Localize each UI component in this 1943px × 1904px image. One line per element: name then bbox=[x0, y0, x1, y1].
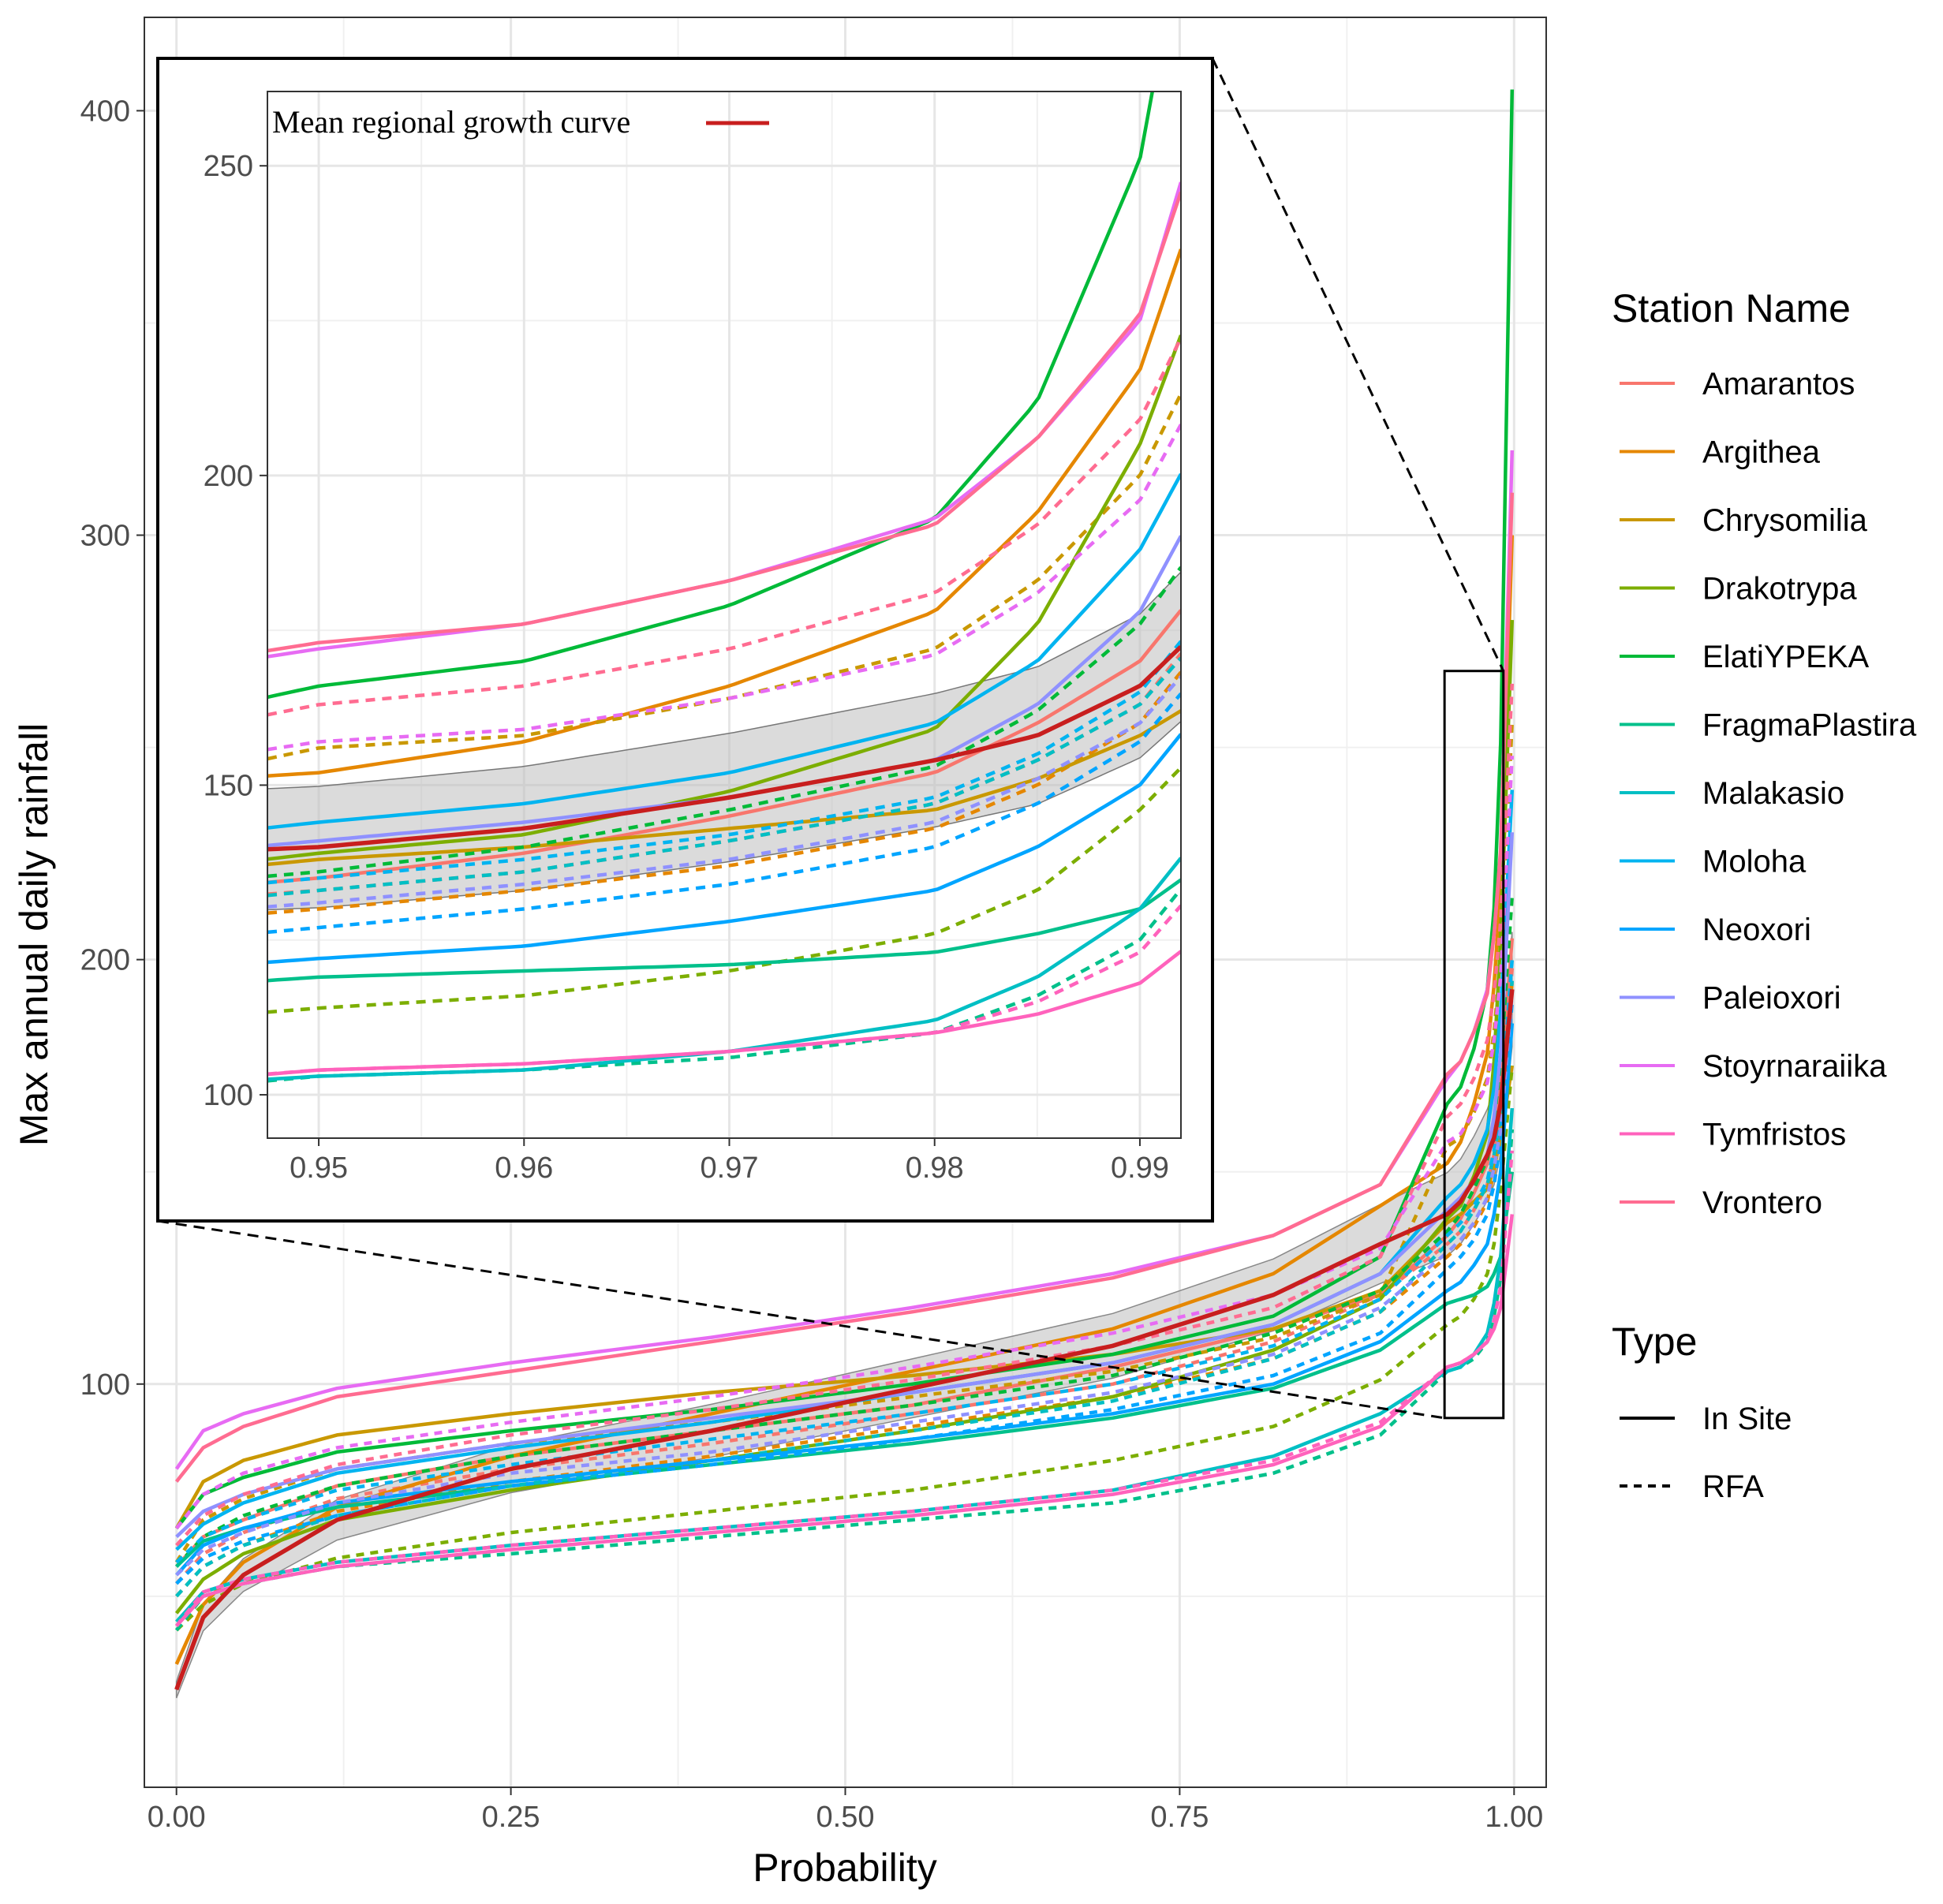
inset-series-line-drakotrypa-in-site bbox=[267, 334, 1181, 861]
legend-label: Malakasio bbox=[1702, 776, 1844, 811]
legend-station-entries: Amarantos Argithea Chrysomilia Drakotrypa El… bbox=[1620, 367, 1917, 1220]
zoom-indicator bbox=[157, 58, 1505, 1420]
inset-y-tick-label: 150 bbox=[204, 769, 253, 802]
series-line-neoxori-rfa bbox=[175, 1002, 1515, 1585]
x-axis-title: Probability bbox=[753, 1846, 936, 1890]
inset-series-line-malakasio-rfa bbox=[267, 656, 1181, 898]
inset-series-line-drakotrypa-rfa bbox=[267, 766, 1181, 1014]
inset-regional-growth-curve bbox=[267, 644, 1181, 852]
legend-item-stoyrnaraiika: Stoyrnaraiika bbox=[1620, 1049, 1887, 1084]
series-line-tymfristos-in-site bbox=[175, 1214, 1515, 1627]
legend-type-title: Type bbox=[1612, 1320, 1697, 1364]
main-y-tick-label: 300 bbox=[80, 520, 130, 553]
inset-series-line-elatiypeka-in-site bbox=[267, 91, 1155, 700]
inset-y-tick-label: 250 bbox=[204, 150, 253, 183]
zoom-box bbox=[1443, 670, 1505, 1420]
inset-y-axis: 100 150 200 250 bbox=[204, 150, 267, 1112]
inset-series-lines bbox=[267, 91, 1181, 1083]
main-x-tick-label: 0.00 bbox=[148, 1801, 206, 1834]
inset-plot-border bbox=[267, 91, 1182, 1139]
inset-x-tick-label: 0.97 bbox=[701, 1152, 759, 1185]
main-x-axis: 0.00 0.25 0.50 0.75 1.00 bbox=[148, 1787, 1543, 1834]
series-line-vrontero-in-site bbox=[174, 492, 1515, 1483]
inset-series-line-argithea-in-site bbox=[267, 248, 1181, 778]
inset-x-tick-label: 0.96 bbox=[495, 1152, 553, 1185]
legend-item-argithea: Argithea bbox=[1620, 435, 1821, 470]
inset-series-line-amarantos-in-site bbox=[267, 609, 1181, 884]
legend-label: FragmaPlastira bbox=[1702, 708, 1917, 743]
legend-item-neoxori: Neoxori bbox=[1620, 913, 1811, 947]
inset-series-line-neoxori-in-site bbox=[267, 733, 1181, 965]
legend-type-label: RFA bbox=[1702, 1469, 1764, 1504]
series-line-paleioxori-in-site bbox=[175, 832, 1515, 1539]
inset-series-line-moloha-in-site bbox=[267, 472, 1181, 830]
inset-y-tick-label: 100 bbox=[204, 1079, 253, 1112]
y-axis-title: Max annual daily rainfall bbox=[12, 723, 56, 1146]
series-line-moloha-rfa bbox=[175, 959, 1515, 1564]
legend-label: Amarantos bbox=[1702, 367, 1855, 401]
series-line-tymfristos-rfa bbox=[174, 1150, 1515, 1627]
legend-type-entries: In Site RFA bbox=[1620, 1402, 1792, 1504]
legend-label: ElatiYPEKA bbox=[1702, 640, 1870, 674]
legend-item-fragmaplastira: FragmaPlastira bbox=[1620, 708, 1917, 743]
inset-annotation: Mean regional growth curve bbox=[272, 104, 630, 140]
inset-series-line-paleioxori-rfa bbox=[267, 675, 1181, 909]
legend-type-in-site: In Site bbox=[1620, 1402, 1792, 1436]
inset-series-line-neoxori-rfa bbox=[267, 693, 1181, 935]
inset-series-line-stoyrnaraiika-rfa bbox=[267, 424, 1181, 752]
legend-label: Drakotrypa bbox=[1702, 572, 1857, 607]
legend-label: Neoxori bbox=[1702, 913, 1811, 947]
legend-item-amarantos: Amarantos bbox=[1620, 367, 1855, 401]
legend-item-malakasio: Malakasio bbox=[1620, 776, 1844, 811]
main-x-tick-label: 1.00 bbox=[1485, 1801, 1543, 1834]
legend-label: Vrontero bbox=[1702, 1185, 1822, 1220]
main-x-tick-label: 0.25 bbox=[482, 1801, 540, 1834]
inset-series-line-vrontero-in-site bbox=[267, 191, 1181, 653]
inset-series-line-moloha-rfa bbox=[267, 640, 1181, 885]
inset-series-line-argithea-rfa bbox=[267, 670, 1181, 915]
legend-item-tymfristos: Tymfristos bbox=[1620, 1118, 1846, 1152]
legend: Station Name Amarantos Argithea Chrysomili… bbox=[1612, 286, 1917, 1504]
main-x-tick-label: 0.75 bbox=[1150, 1801, 1209, 1834]
inset-x-tick-label: 0.98 bbox=[906, 1152, 964, 1185]
inset-x-axis: 0.95 0.96 0.97 0.98 0.99 bbox=[290, 1138, 1169, 1185]
zoom-connector-top bbox=[1211, 58, 1505, 672]
regional-growth-curve bbox=[174, 989, 1515, 1691]
legend-type-rfa: RFA bbox=[1620, 1469, 1764, 1504]
legend-label: Moloha bbox=[1702, 845, 1807, 879]
legend-label: Argithea bbox=[1702, 435, 1821, 470]
legend-item-chrysomilia: Chrysomilia bbox=[1620, 503, 1868, 538]
inset-series-line-elatiypeka-rfa bbox=[267, 566, 1181, 879]
legend-type-label: In Site bbox=[1702, 1402, 1792, 1436]
legend-item-elatiypeka: ElatiYPEKA bbox=[1620, 640, 1870, 674]
main-series-lines bbox=[174, 89, 1515, 1691]
inset-series-line-chrysomilia-rfa bbox=[267, 393, 1181, 761]
main-y-tick-label: 400 bbox=[80, 95, 130, 128]
inset-series-line-tymfristos-rfa bbox=[267, 904, 1181, 1076]
legend-label: Paleioxori bbox=[1702, 981, 1841, 1016]
legend-item-paleioxori: Paleioxori bbox=[1620, 981, 1841, 1016]
legend-item-vrontero: Vrontero bbox=[1620, 1185, 1822, 1220]
legend-label: Tymfristos bbox=[1702, 1118, 1846, 1152]
inset-y-tick-label: 200 bbox=[204, 460, 253, 493]
legend-label: Stoyrnaraiika bbox=[1702, 1049, 1887, 1084]
series-line-vrontero-rfa bbox=[175, 683, 1515, 1547]
inset-x-tick-label: 0.99 bbox=[1111, 1152, 1169, 1185]
legend-item-drakotrypa: Drakotrypa bbox=[1620, 572, 1857, 607]
legend-label: Chrysomilia bbox=[1702, 503, 1868, 538]
inset-panel: 0.95 0.96 0.97 0.98 0.99 100 150 200 250 Mean r… bbox=[156, 57, 1214, 1223]
series-line-paleioxori-rfa bbox=[175, 993, 1515, 1577]
inset-x-tick-label: 0.95 bbox=[290, 1152, 348, 1185]
legend-item-moloha: Moloha bbox=[1620, 845, 1807, 879]
inset-series-line-fragmaplastira-in-site bbox=[267, 878, 1181, 983]
series-line-stoyrnaraiika-rfa bbox=[174, 756, 1515, 1530]
legend-station-title: Station Name bbox=[1612, 286, 1851, 330]
main-x-tick-label: 0.50 bbox=[816, 1801, 875, 1834]
inset-series-line-vrontero-rfa bbox=[267, 337, 1181, 717]
main-y-axis: 100 200 300 400 bbox=[80, 95, 144, 1402]
inset-series-line-chrysomilia-in-site bbox=[267, 709, 1181, 867]
main-y-tick-label: 200 bbox=[80, 944, 130, 977]
main-y-tick-label: 100 bbox=[80, 1368, 130, 1402]
